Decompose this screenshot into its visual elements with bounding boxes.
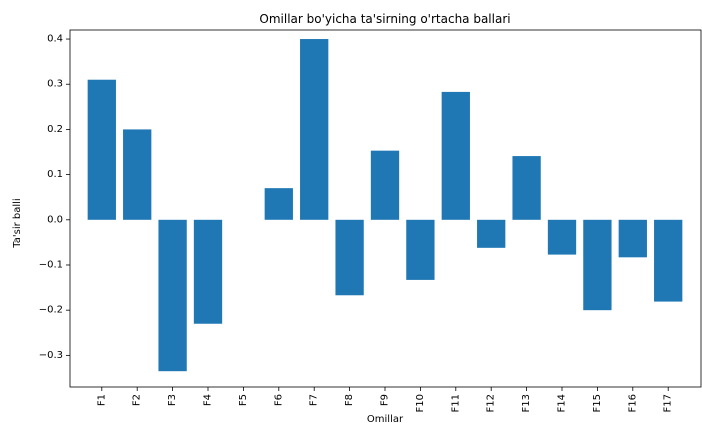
- y-tick-label: −0.2: [39, 305, 63, 316]
- x-tick-label: F6: [273, 394, 284, 406]
- plot-frame: [69, 29, 702, 388]
- x-tick-label: F17: [663, 394, 674, 412]
- y-tick-label: 0.4: [47, 34, 63, 45]
- y-axis-ticks: −0.3 −0.2 −0.1 0.0 0.1 0.2 0.3 0.4: [39, 34, 70, 361]
- x-tick-label: F15: [592, 394, 603, 412]
- bar-f2: [123, 129, 152, 220]
- bar-f11: [441, 91, 470, 220]
- bar-f12: [477, 219, 506, 248]
- y-tick-label: 0.1: [47, 169, 63, 180]
- bar-f4: [193, 219, 223, 324]
- bar-f16: [618, 219, 647, 258]
- bar-f9: [370, 150, 400, 220]
- x-tick-label: F10: [415, 394, 426, 412]
- bars-group: [87, 39, 683, 372]
- x-tick-label: F8: [344, 394, 355, 406]
- bar-f17: [654, 219, 683, 302]
- x-tick-label: F2: [132, 394, 143, 406]
- y-tick-label: −0.1: [39, 259, 63, 270]
- y-tick-label: 0.0: [47, 214, 63, 225]
- y-tick-label: 0.2: [47, 124, 63, 135]
- x-tick-label: F4: [203, 394, 214, 406]
- y-tick-label: −0.3: [39, 350, 63, 361]
- bar-f1: [87, 79, 116, 220]
- x-axis-ticks: F1 F2 F3 F4 F5 F6 F7 F8 F9 F10 F11 F12 F13 F14 F15 F16 F…: [96, 387, 674, 412]
- chart-title: Omillar bo'yicha ta'sirning o'rtacha bal…: [259, 12, 510, 26]
- y-axis-label: Ta'sir balli: [12, 198, 23, 248]
- x-tick-label: F3: [167, 394, 178, 406]
- bar-f8: [335, 219, 364, 296]
- bar-f7: [300, 39, 329, 220]
- x-tick-label: F11: [450, 394, 461, 412]
- bar-f14: [547, 219, 577, 255]
- x-tick-label: F12: [486, 394, 497, 412]
- bar-f13: [512, 156, 541, 220]
- x-tick-label: F13: [521, 394, 532, 412]
- x-tick-label: F9: [380, 394, 391, 406]
- x-tick-label: F14: [557, 394, 568, 412]
- bar-f6: [264, 188, 293, 220]
- bar-f15: [583, 219, 612, 311]
- x-tick-label: F5: [238, 394, 249, 406]
- bar-f10: [406, 219, 435, 280]
- x-tick-label: F7: [309, 394, 320, 406]
- x-axis-label: Omillar: [367, 414, 404, 423]
- y-tick-label: 0.3: [47, 79, 63, 90]
- x-tick-label: F1: [96, 394, 107, 406]
- bar-f3: [158, 219, 187, 372]
- x-tick-label: F16: [627, 394, 638, 412]
